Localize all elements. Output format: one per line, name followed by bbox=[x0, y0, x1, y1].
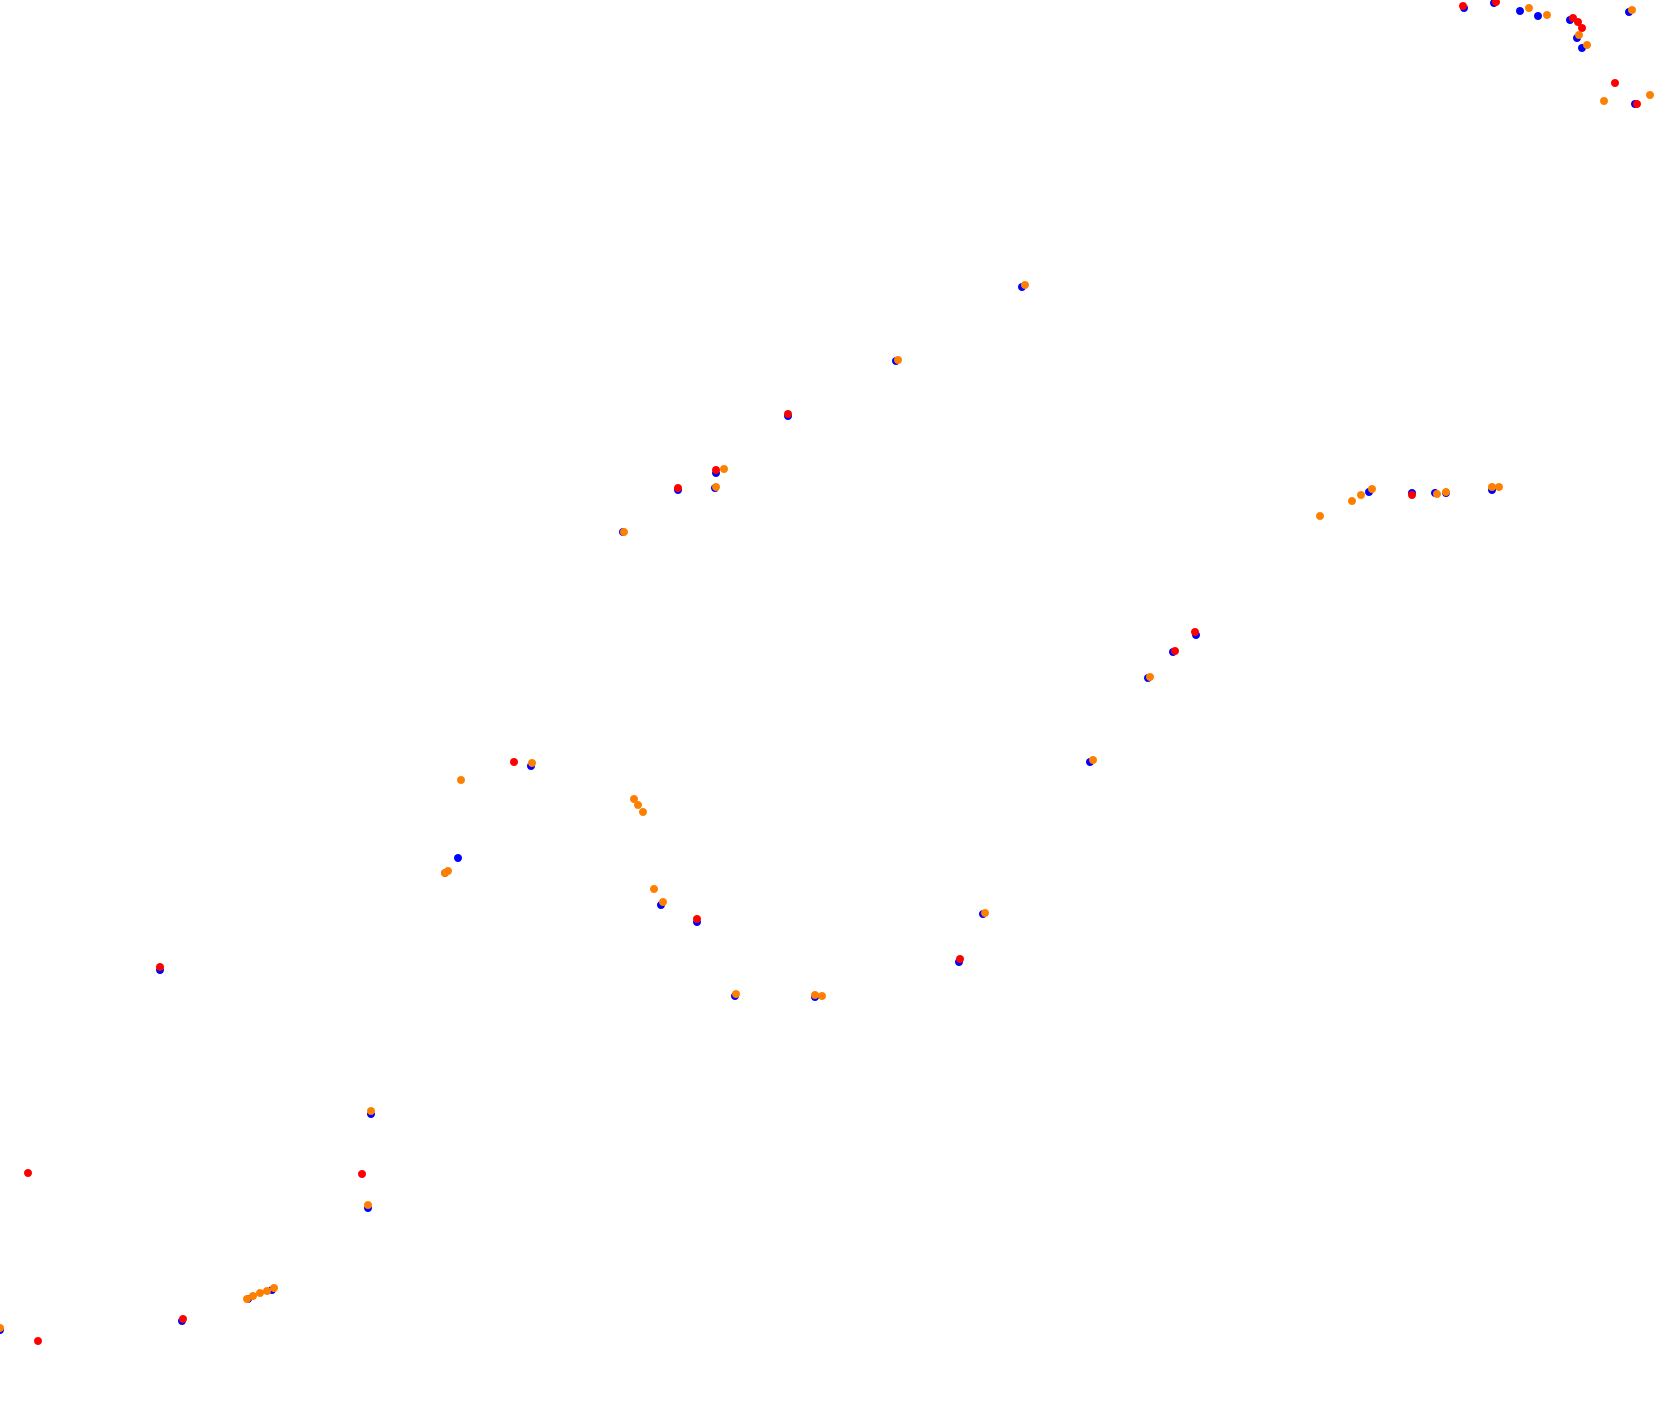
data-point bbox=[364, 1201, 372, 1209]
data-point bbox=[510, 758, 518, 766]
data-point bbox=[1646, 91, 1654, 99]
data-point bbox=[1495, 483, 1503, 491]
data-point bbox=[24, 1169, 32, 1177]
data-point bbox=[1575, 31, 1583, 39]
data-point bbox=[1543, 11, 1551, 19]
data-point bbox=[712, 466, 720, 474]
data-point bbox=[1191, 628, 1199, 636]
data-point bbox=[454, 854, 462, 862]
data-point bbox=[1633, 100, 1641, 108]
data-point bbox=[243, 1295, 251, 1303]
data-point bbox=[1089, 756, 1097, 764]
data-point bbox=[693, 915, 701, 923]
data-point bbox=[1516, 7, 1524, 15]
data-point bbox=[818, 992, 826, 1000]
data-point bbox=[720, 465, 728, 473]
data-point bbox=[1316, 512, 1324, 520]
data-point bbox=[1459, 2, 1467, 10]
data-point bbox=[1628, 6, 1636, 14]
data-point bbox=[811, 991, 819, 999]
data-point bbox=[1146, 673, 1154, 681]
data-point bbox=[1348, 497, 1356, 505]
series-2 bbox=[0, 4, 1654, 1332]
data-point bbox=[1368, 485, 1376, 493]
data-point bbox=[1021, 281, 1029, 289]
data-point bbox=[249, 1292, 257, 1300]
data-point bbox=[263, 1287, 271, 1295]
data-point bbox=[1583, 41, 1591, 49]
data-point bbox=[1433, 490, 1441, 498]
data-point bbox=[1492, 0, 1500, 6]
data-point bbox=[620, 528, 628, 536]
data-point bbox=[659, 898, 667, 906]
data-point bbox=[1488, 483, 1496, 491]
data-point bbox=[1525, 4, 1533, 12]
data-point bbox=[712, 483, 720, 491]
data-point bbox=[179, 1315, 187, 1323]
data-point bbox=[1534, 12, 1542, 20]
data-point bbox=[784, 410, 792, 418]
data-point bbox=[630, 795, 638, 803]
data-point bbox=[894, 356, 902, 364]
data-point bbox=[528, 759, 536, 767]
data-point bbox=[1574, 18, 1582, 26]
data-point bbox=[444, 867, 452, 875]
data-point bbox=[0, 1324, 4, 1332]
data-point bbox=[358, 1170, 366, 1178]
data-point bbox=[457, 776, 465, 784]
data-point bbox=[1611, 79, 1619, 87]
data-point bbox=[674, 484, 682, 492]
data-point bbox=[1408, 491, 1416, 499]
data-point bbox=[156, 963, 164, 971]
data-point bbox=[1442, 488, 1450, 496]
data-point bbox=[1600, 97, 1608, 105]
points-layer bbox=[0, 0, 1654, 1345]
data-point bbox=[34, 1337, 42, 1345]
data-point bbox=[1357, 491, 1365, 499]
data-point bbox=[639, 808, 647, 816]
data-point bbox=[650, 885, 658, 893]
data-point bbox=[270, 1284, 278, 1292]
data-point bbox=[981, 909, 989, 917]
series-1 bbox=[24, 0, 1641, 1345]
data-point bbox=[956, 955, 964, 963]
data-point bbox=[1578, 24, 1586, 32]
data-point bbox=[367, 1107, 375, 1115]
data-point bbox=[634, 801, 642, 809]
data-point bbox=[732, 990, 740, 998]
data-point bbox=[1171, 647, 1179, 655]
data-point bbox=[256, 1289, 264, 1297]
